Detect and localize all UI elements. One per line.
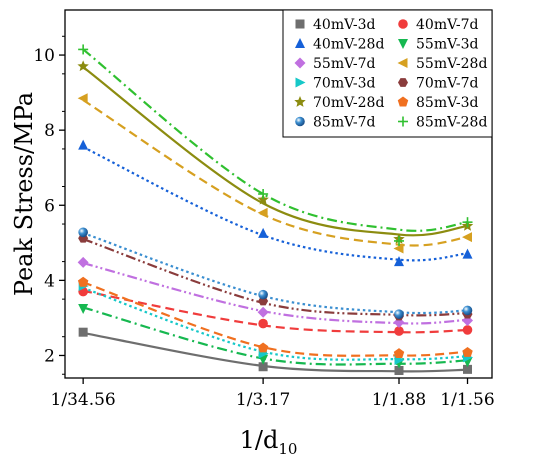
y-tick-label: 4 [44,271,55,291]
legend-label: 55mV-28d [416,56,487,72]
data-point-85mV-3d [462,346,473,357]
fit-curve-55mV-7d [82,262,468,325]
legend-label: 55mV-3d [416,37,479,53]
data-point-55mV-28d [462,232,473,243]
legend-marker-40mV-3d [295,19,305,29]
fit-curve-40mV-7d [82,289,468,334]
data-point-40mV-3d [394,365,404,375]
data-markers [77,44,474,375]
x-axis-title: 1/d10 [240,426,298,458]
legend-label: 70mV-3d [313,76,376,92]
y-tick-label: 8 [44,121,55,141]
data-point-55mV-28d [77,93,88,104]
data-point-70mV-7d [258,296,269,306]
legend-label: 85mV-7d [313,115,376,131]
data-point-55mV-28d [257,207,268,218]
data-point-40mV-3d [78,327,88,337]
data-point-55mV-28d [393,243,404,254]
data-point-55mV-3d [78,304,89,315]
legend-marker-70mV-28d [294,96,306,107]
legend-marker-40mV-28d [295,38,305,48]
data-point-85mV-7d [462,305,473,316]
legend-marker-70mV-7d [398,78,408,87]
fit-curve-85mV-7d [82,232,468,315]
data-point-40mV-7d [258,318,268,329]
data-point-85mV-3d [393,348,405,359]
legend-marker-85mV-28d [398,116,408,127]
fit-curve-70mV-7d [82,238,468,317]
legend-marker-70mV-3d [295,77,306,88]
data-point-85mV-7d [78,227,88,238]
legend: 40mV-3d 40mV-7d 40mV-28d 55mV-3d 55mV-7d 55mV… [282,9,493,138]
data-point-85mV-28d [78,44,89,55]
data-point-85mV-3d [257,342,269,353]
data-point-40mV-28d [258,227,269,238]
data-point-40mV-3d [463,364,473,374]
data-point-55mV-7d [257,306,269,318]
x-tick-label: 1/3.17 [236,390,290,410]
fit-curve-70mV-28d [82,66,468,237]
x-tick-label: 1/1.88 [372,390,426,410]
fit-curve-40mV-3d [82,331,468,373]
fit-curve-40mV-28d [82,146,468,262]
data-point-40mV-7d [394,326,404,336]
data-point-70mV-28d [77,60,89,72]
data-point-40mV-28d [462,248,473,259]
data-point-85mV-7d [258,289,268,300]
x-axis-title-subscript: 10 [278,440,297,458]
y-tick-label: 10 [33,46,55,66]
legend-box [282,9,493,138]
x-tick-label: 1/34.56 [51,390,116,410]
legend-label: 40mV-3d [313,17,376,33]
legend-label: 70mV-28d [313,95,384,111]
legend-label: 70mV-7d [416,76,479,92]
axes [64,9,493,379]
legend-label: 55mV-7d [313,56,376,72]
legend-marker-85mV-3d [397,96,409,107]
x-axis-title-main: 1/d [240,426,279,454]
data-point-40mV-28d [78,139,89,150]
y-tick-label: 6 [44,196,55,216]
fit-curve-70mV-3d [82,286,468,361]
plot-frame [64,9,493,379]
x-tick-label: 1/1.56 [440,390,494,410]
legend-label: 40mV-28d [313,37,384,53]
axis-ticks: 2 4 6 8 10 1/34.56 1/3.17 1/1.88 1/1.56 [33,35,495,410]
fit-curve-55mV-3d [82,306,468,366]
fit-curves [82,48,468,373]
data-point-40mV-28d [394,256,405,267]
data-point-70mV-28d [257,193,269,205]
data-point-40mV-7d [462,325,473,335]
data-point-85mV-7d [394,309,404,319]
y-tick-label: 2 [44,346,55,366]
legend-label: 40mV-7d [416,17,479,33]
legend-marker-55mV-3d [398,39,408,49]
legend-marker-40mV-7d [398,19,408,29]
legend-label: 85mV-28d [416,115,487,131]
data-point-85mV-3d [77,276,89,287]
legend-marker-55mV-28d [397,58,408,68]
data-point-55mV-7d [77,256,89,268]
y-axis-title: Peak Stress/MPa [10,92,38,296]
data-point-85mV-28d [394,235,405,246]
fit-curve-55mV-28d [82,99,468,247]
legend-marker-55mV-7d [294,57,306,69]
data-point-85mV-28d [258,189,269,199]
data-point-40mV-3d [258,362,268,372]
legend-marker-85mV-7d [295,116,305,127]
data-point-85mV-28d [462,217,473,228]
legend-label: 85mV-3d [416,95,479,111]
